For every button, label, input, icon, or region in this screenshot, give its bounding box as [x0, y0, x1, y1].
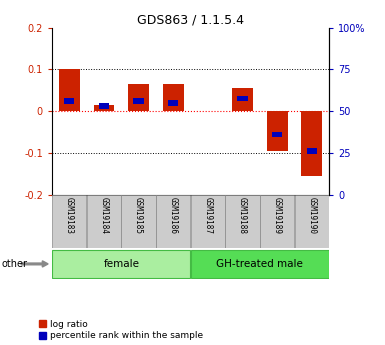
Bar — [272, 131, 282, 137]
Text: GSM19187: GSM19187 — [203, 197, 213, 234]
Bar — [225, 196, 260, 248]
Bar — [52, 196, 87, 248]
Text: GSM19184: GSM19184 — [99, 197, 109, 234]
Bar — [237, 96, 248, 101]
Bar — [156, 196, 191, 248]
Bar — [99, 103, 109, 109]
Bar — [267, 111, 288, 151]
Bar — [306, 148, 317, 154]
Text: GSM19183: GSM19183 — [65, 197, 74, 234]
Bar — [295, 196, 329, 248]
Text: other: other — [2, 259, 28, 269]
Text: GH-treated male: GH-treated male — [216, 259, 303, 269]
Bar — [260, 196, 295, 248]
Bar — [87, 196, 121, 248]
Bar — [94, 105, 114, 111]
Bar — [191, 196, 225, 248]
Bar — [128, 84, 149, 111]
Text: GSM19185: GSM19185 — [134, 197, 143, 234]
Legend: log ratio, percentile rank within the sample: log ratio, percentile rank within the sa… — [39, 320, 203, 341]
Bar — [59, 69, 80, 111]
Bar — [163, 84, 184, 111]
Text: GSM19190: GSM19190 — [307, 197, 316, 234]
Text: GSM19189: GSM19189 — [273, 197, 282, 234]
Bar — [191, 250, 329, 278]
Text: female: female — [103, 259, 139, 269]
Bar — [301, 111, 322, 176]
Bar — [232, 88, 253, 111]
Text: GSM19186: GSM19186 — [169, 197, 178, 234]
Bar — [121, 196, 156, 248]
Title: GDS863 / 1.1.5.4: GDS863 / 1.1.5.4 — [137, 13, 244, 27]
Bar — [52, 250, 191, 278]
Bar — [134, 98, 144, 104]
Text: GSM19188: GSM19188 — [238, 197, 247, 234]
Bar — [168, 100, 178, 106]
Bar — [64, 98, 74, 104]
